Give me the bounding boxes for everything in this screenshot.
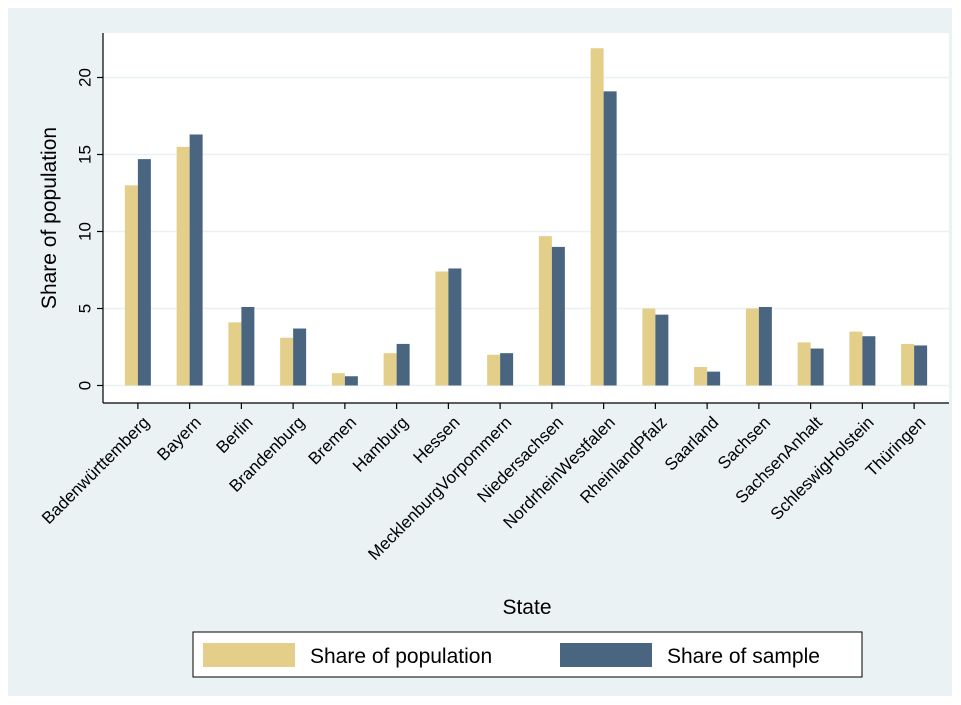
bar-sample-mecklenburgvorpommern xyxy=(500,353,514,386)
bar-sample-hamburg xyxy=(396,343,410,386)
bar-sample-hessen xyxy=(448,268,462,386)
bar-population-mecklenburgvorpommern xyxy=(487,354,501,386)
bar-population-badenw-rttemberg xyxy=(124,185,138,386)
y-axis-title: Share of population xyxy=(38,127,61,309)
bar-sample-berlin xyxy=(241,306,255,386)
bar-population-rheinlandpfalz xyxy=(642,308,656,386)
bar-sample-nordrheinwestfalen xyxy=(603,91,617,386)
legend: Share of population Share of sample xyxy=(192,631,863,678)
bar-sample-bremen xyxy=(344,376,358,386)
y-tick-label: 5 xyxy=(76,304,95,313)
bars xyxy=(124,48,928,386)
y-tick-label: 10 xyxy=(76,222,95,241)
bar-sample-schleswigholstein xyxy=(862,336,876,386)
legend-label-population: Share of population xyxy=(310,645,492,668)
bar-population-brandenburg xyxy=(280,337,294,386)
x-tick-label: Badenwürttemberg xyxy=(38,413,153,528)
x-tick-label: Saarland xyxy=(661,413,723,475)
bar-population-sachsenanhalt xyxy=(797,342,811,386)
bar-sample-niedersachsen xyxy=(551,246,565,386)
bar-sample-saarland xyxy=(707,371,721,386)
bar-population-bayern xyxy=(176,146,190,386)
x-axis-ticks: Badenwürttemberg Bayern BerlinBrandenburgB… xyxy=(38,403,929,564)
bar-population-niedersachsen xyxy=(538,236,552,386)
bar-sample-rheinlandpfalz xyxy=(655,314,669,386)
x-tick-label: Bayern xyxy=(153,413,205,465)
legend-swatch-sample xyxy=(560,643,652,667)
bar-population-hessen xyxy=(435,271,449,386)
axes xyxy=(102,33,949,404)
legend-label-sample: Share of sample xyxy=(667,645,820,668)
y-axis-ticks: 0 5 10 15 20 xyxy=(76,68,103,390)
bar-population-th-ringen xyxy=(901,343,915,386)
bar-population-schleswigholstein xyxy=(849,331,863,386)
bar-population-bremen xyxy=(331,373,345,386)
legend-swatch-population xyxy=(203,643,295,667)
legend-box xyxy=(192,631,863,678)
bar-sample-sachsen xyxy=(758,306,772,386)
x-axis-title: State xyxy=(502,596,551,619)
bar-population-nordrheinwestfalen xyxy=(590,48,604,386)
bar-population-sachsen xyxy=(745,308,759,386)
y-tick-label: 0 xyxy=(76,381,95,390)
bar-sample-th-ringen xyxy=(914,345,928,386)
bar-sample-badenw-rttemberg xyxy=(137,159,151,386)
bar-population-berlin xyxy=(228,322,242,386)
y-tick-label: 20 xyxy=(76,68,95,87)
bar-sample-sachsenanhalt xyxy=(810,348,824,386)
bar-sample-bayern xyxy=(189,134,203,386)
bar-population-saarland xyxy=(694,367,708,386)
bar-sample-brandenburg xyxy=(293,328,307,386)
x-tick-label: Berlin xyxy=(213,413,257,457)
bar-population-hamburg xyxy=(383,353,397,386)
y-tick-label: 15 xyxy=(76,145,95,164)
x-tick-label: Hamburg xyxy=(349,413,412,476)
